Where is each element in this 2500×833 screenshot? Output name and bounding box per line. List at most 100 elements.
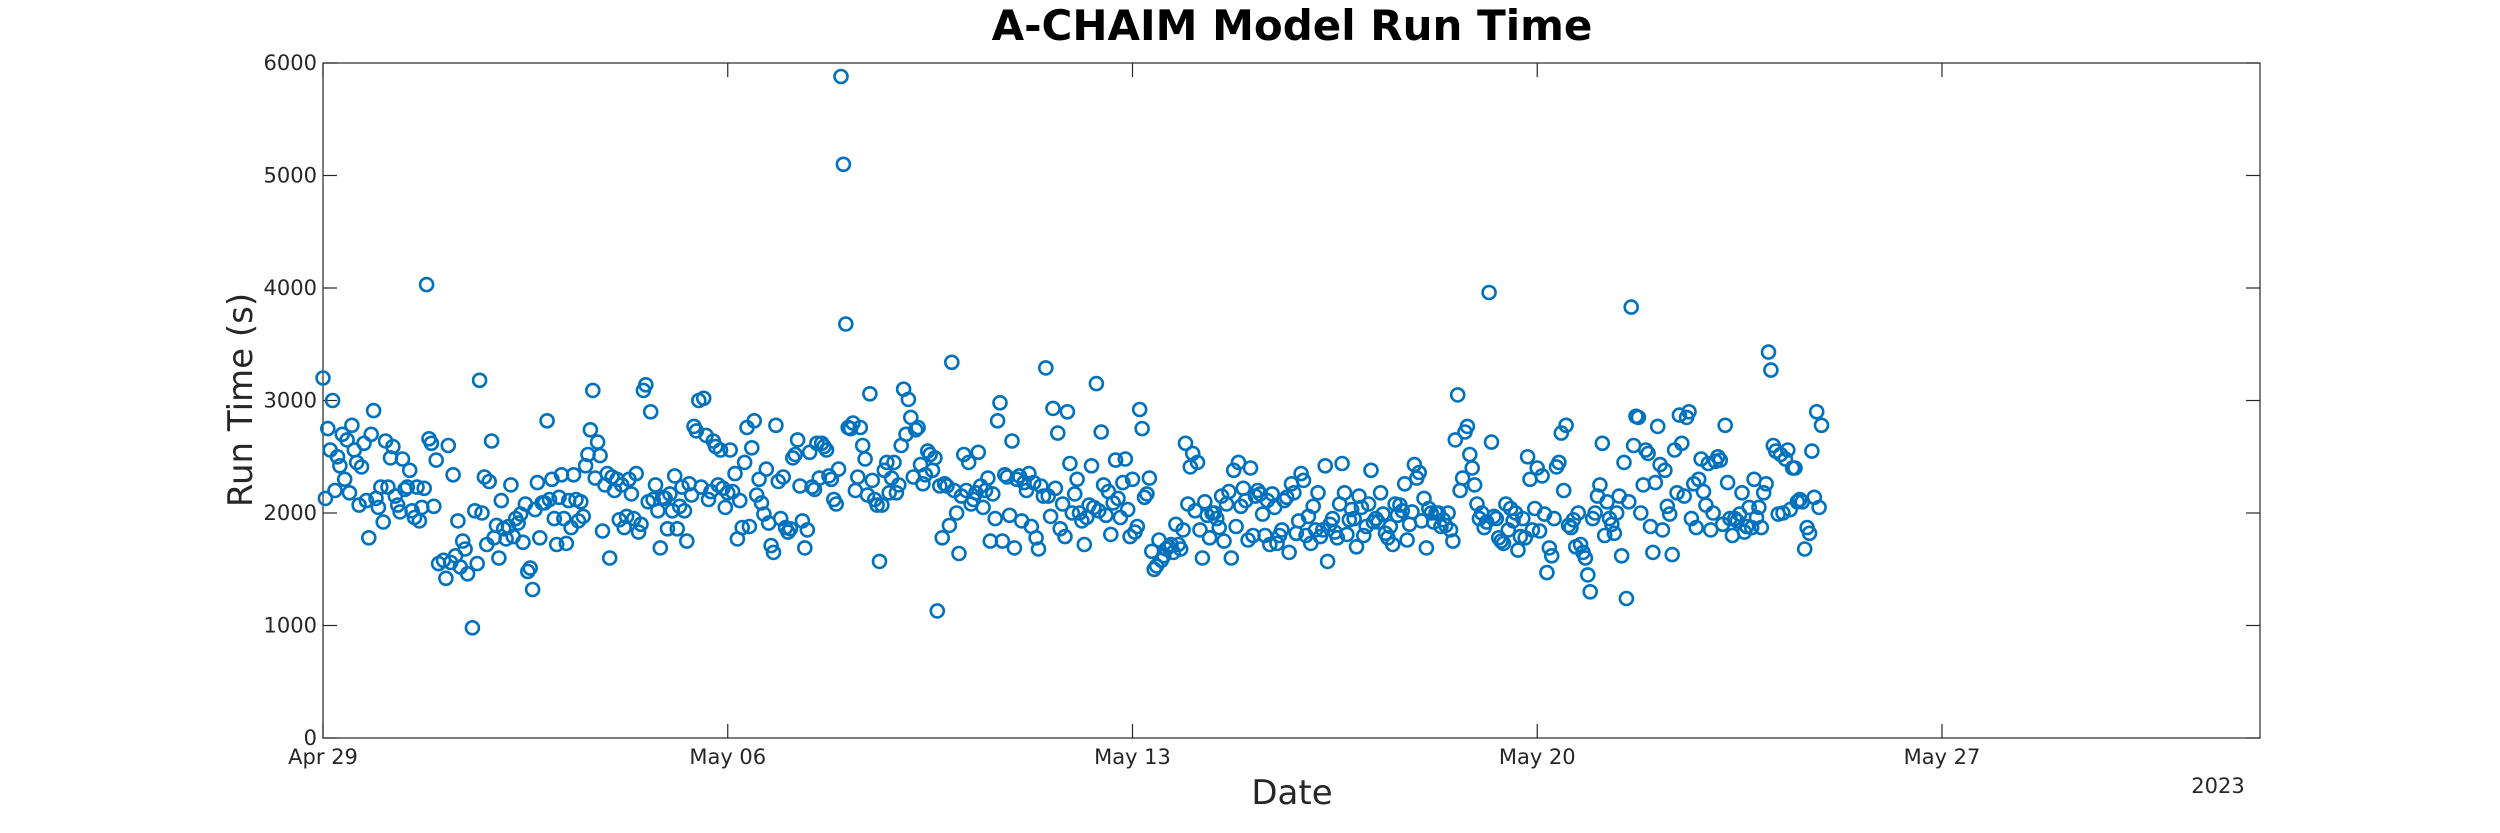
data-point (1459, 418, 1476, 435)
data-point (951, 545, 967, 562)
data-point (399, 479, 416, 495)
data-point (558, 535, 575, 552)
data-point (541, 491, 558, 508)
data-point (1384, 536, 1401, 553)
data-point (980, 470, 996, 486)
data-point (1727, 510, 1743, 527)
data-point (1486, 508, 1502, 525)
data-point (1654, 522, 1671, 538)
data-point (1033, 478, 1049, 494)
data-point (1317, 457, 1333, 474)
data-point (1587, 505, 1603, 521)
data-point (1813, 417, 1830, 434)
data-point (647, 477, 664, 493)
data-point (317, 490, 334, 507)
data-point (611, 511, 628, 528)
data-point (336, 471, 353, 488)
data-point (712, 442, 729, 458)
data-point (1681, 403, 1697, 420)
data-point (1705, 505, 1721, 521)
data-point (404, 502, 420, 519)
data-point (1613, 547, 1630, 564)
data-point (389, 497, 406, 513)
data-point (327, 482, 343, 499)
data-point (1449, 387, 1466, 403)
data-point (1623, 299, 1639, 315)
data-point (1201, 529, 1218, 546)
data-point (992, 394, 1008, 411)
data-point (671, 498, 688, 515)
plot-area (322, 62, 2261, 739)
data-point (1064, 505, 1081, 521)
data-point (943, 354, 960, 371)
data-point (676, 502, 693, 519)
data-point (1165, 544, 1182, 561)
data-point (1103, 526, 1119, 543)
data-point (1519, 448, 1536, 465)
data-point (1274, 522, 1290, 538)
data-point (623, 486, 640, 502)
data-point (799, 522, 816, 538)
data-point (669, 520, 686, 537)
data-point (751, 471, 767, 488)
data-point (365, 402, 382, 419)
data-point (510, 515, 526, 531)
data-point (1804, 443, 1820, 459)
data-point (1630, 409, 1647, 426)
data-point (1649, 418, 1666, 435)
data-point (1141, 470, 1158, 486)
data-point (934, 529, 951, 546)
data-point (1001, 507, 1018, 524)
data-point (1531, 523, 1548, 539)
data-point (864, 472, 881, 489)
data-point (1054, 496, 1071, 512)
data-point (1139, 486, 1155, 502)
data-point (736, 454, 753, 471)
data-point (315, 370, 331, 386)
data-point (1396, 475, 1413, 492)
data-point (862, 385, 878, 402)
y-tick-label: 0 (304, 726, 317, 750)
data-point (900, 391, 917, 408)
data-point (1399, 532, 1415, 548)
data-point (1657, 462, 1673, 479)
data-point (1712, 452, 1729, 468)
data-point (565, 466, 582, 483)
data-point (907, 421, 924, 438)
data-point (758, 461, 775, 477)
data-point (633, 516, 649, 533)
data-point (642, 403, 659, 420)
data-point (572, 493, 589, 510)
data-point (1045, 400, 1061, 417)
data-point (1505, 513, 1521, 529)
data-point (1004, 433, 1020, 449)
x-tick-label: May 27 (1904, 745, 1981, 769)
data-point (1647, 474, 1664, 491)
data-point (1580, 567, 1596, 583)
data-point (1254, 506, 1271, 522)
data-point (960, 454, 977, 471)
data-point (637, 376, 654, 393)
data-point (1134, 420, 1150, 437)
data-point (1115, 474, 1131, 491)
data-point (1570, 505, 1586, 521)
data-point (743, 439, 760, 456)
data-point (1592, 477, 1608, 493)
data-point (363, 426, 380, 443)
data-point (1640, 445, 1656, 462)
data-point (1719, 474, 1736, 491)
data-point (1758, 475, 1774, 492)
data-point (1775, 505, 1791, 521)
data-point (539, 412, 555, 429)
data-point (768, 417, 784, 434)
data-point (592, 447, 608, 464)
data-point (1110, 490, 1126, 507)
data-point (1050, 425, 1066, 441)
data-point (1281, 544, 1297, 561)
data-point (830, 461, 847, 477)
data-point (1515, 510, 1531, 527)
data-point (1780, 442, 1796, 458)
data-point (837, 316, 854, 332)
data-point (1211, 519, 1227, 536)
